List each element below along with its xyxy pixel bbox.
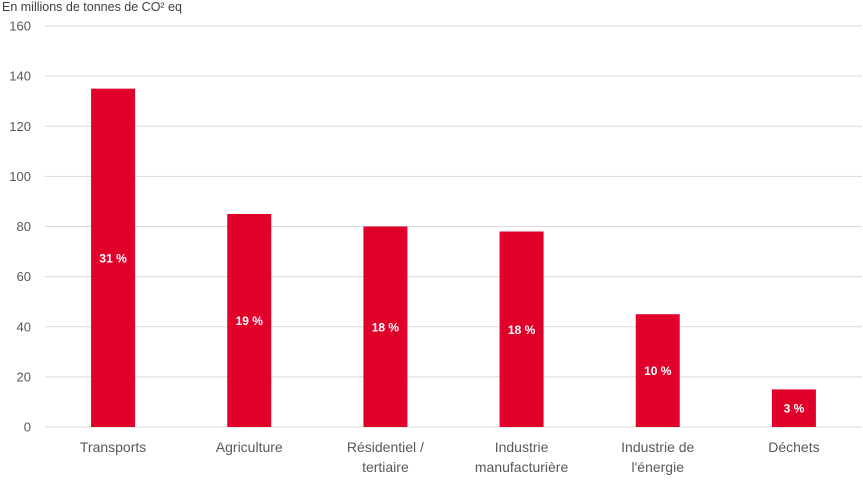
y-tick-label: 60 bbox=[17, 269, 31, 284]
x-tick-label: Agriculture bbox=[216, 439, 283, 455]
y-axis-ticks: 0 20 40 60 80 100 120 140 160 bbox=[9, 19, 31, 435]
data-label: 18 % bbox=[372, 320, 400, 334]
x-tick-label: l'énergie bbox=[632, 459, 685, 475]
data-label: 19 % bbox=[236, 314, 264, 328]
bars bbox=[91, 88, 816, 427]
data-label: 10 % bbox=[644, 364, 672, 378]
bar bbox=[227, 213, 272, 427]
x-tick-label: Déchets bbox=[768, 439, 819, 455]
y-tick-label: 160 bbox=[9, 19, 31, 34]
bar bbox=[635, 314, 680, 427]
gridlines bbox=[45, 25, 862, 428]
y-axis-unit-label: En millions de tonnes de CO² eq bbox=[2, 0, 182, 14]
y-tick-label: 100 bbox=[9, 169, 31, 184]
x-tick-label: Industrie de bbox=[621, 439, 694, 455]
data-label: 31 % bbox=[99, 251, 127, 265]
x-tick-label: manufacturière bbox=[475, 459, 569, 475]
bar bbox=[499, 231, 544, 427]
data-label: 18 % bbox=[508, 323, 536, 337]
y-tick-label: 80 bbox=[17, 219, 31, 234]
data-label: 3 % bbox=[784, 402, 805, 416]
x-tick-label: tertiaire bbox=[362, 459, 409, 475]
y-tick-label: 20 bbox=[17, 369, 31, 384]
x-tick-label: Transports bbox=[80, 439, 146, 455]
bar bbox=[363, 226, 408, 427]
y-tick-label: 140 bbox=[9, 69, 31, 84]
y-tick-label: 120 bbox=[9, 119, 31, 134]
x-tick-label: Industrie bbox=[495, 439, 549, 455]
y-tick-label: 40 bbox=[17, 319, 31, 334]
bar bbox=[771, 389, 816, 427]
data-labels: 31 % 19 % 18 % 18 % 10 % 3 % bbox=[99, 251, 804, 415]
bar bbox=[91, 88, 136, 427]
x-tick-label: Résidentiel / bbox=[347, 439, 424, 455]
y-tick-label: 0 bbox=[24, 420, 31, 435]
x-axis-ticks: Transports Agriculture Résidentiel / tertia… bbox=[80, 439, 820, 475]
